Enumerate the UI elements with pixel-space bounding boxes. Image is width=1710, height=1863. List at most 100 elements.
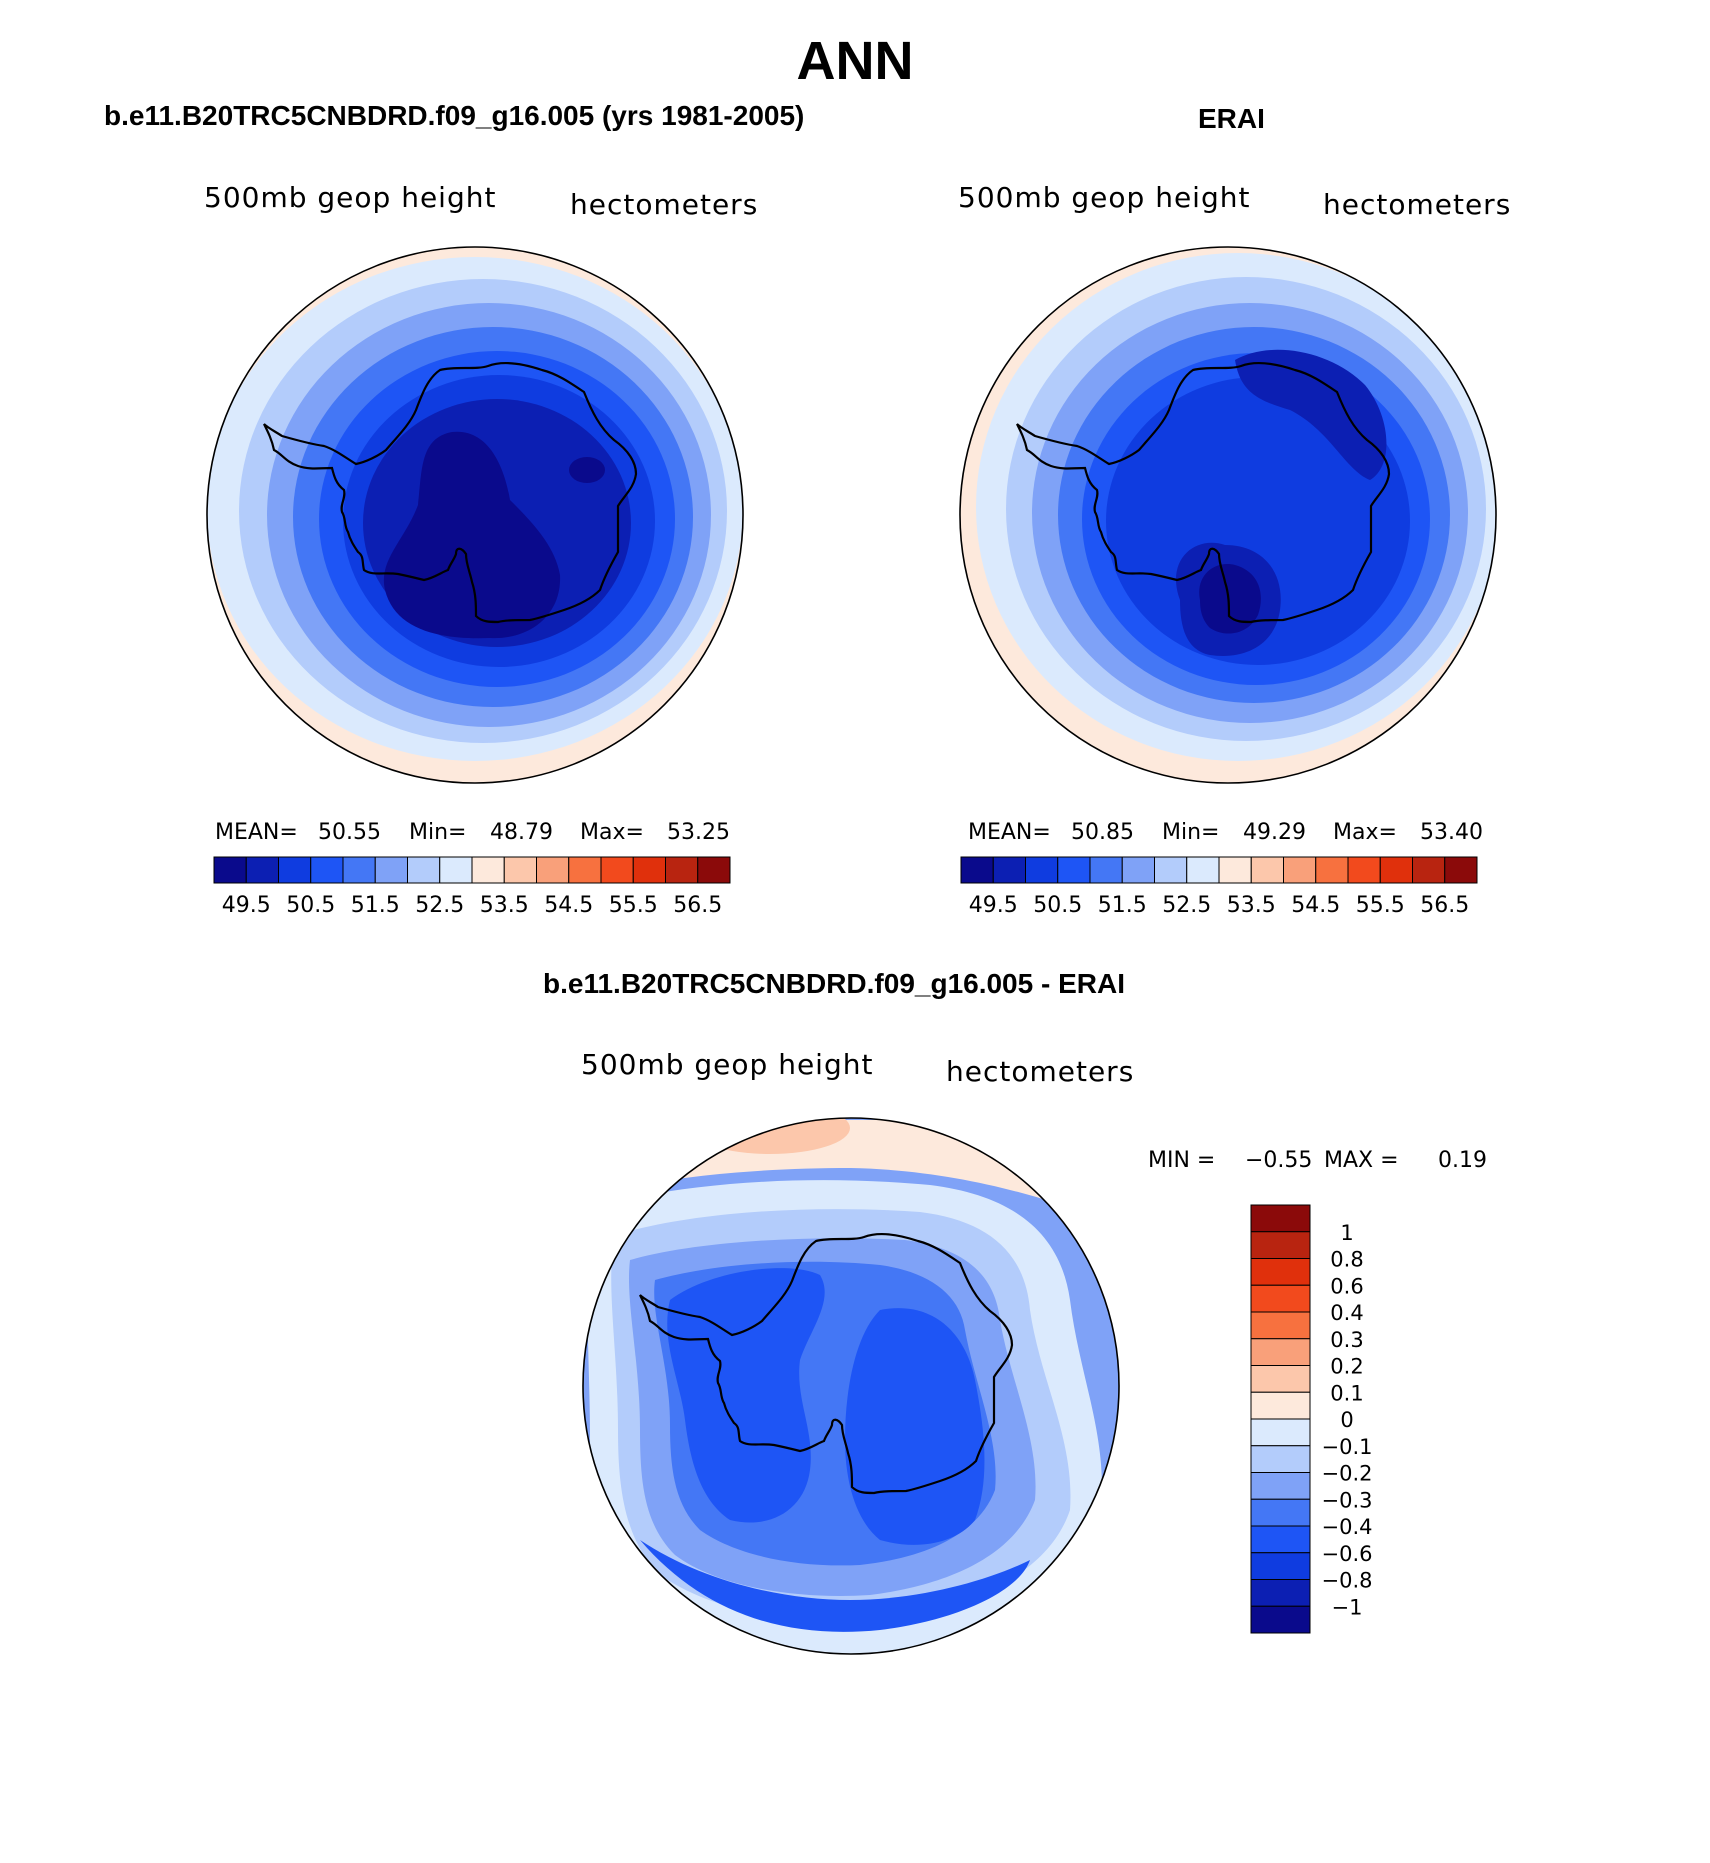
colorbar-swatch xyxy=(600,856,634,884)
variable-label-diff: 500mb geop height xyxy=(581,1048,874,1081)
colorbar-swatch xyxy=(1154,856,1188,884)
contour-fill xyxy=(667,1268,825,1523)
colorbar-tick-label: 0 xyxy=(1340,1408,1353,1432)
colorbar-swatch xyxy=(1250,1311,1311,1340)
stats-min-label-diff: MIN = xyxy=(1148,1148,1216,1173)
stats-min-label-model: Min= xyxy=(409,820,467,845)
colorbar-tick-label: 50.5 xyxy=(1033,893,1082,918)
colorbar-tick-label: −1 xyxy=(1332,1595,1363,1619)
colorbar-swatch xyxy=(960,856,994,884)
colorbar-tick-label: −0.6 xyxy=(1322,1542,1373,1566)
colorbar-swatch xyxy=(310,856,344,884)
map-model xyxy=(207,247,743,783)
colorbar-obs: 49.5 50.5 51.5 52.5 53.5 54.5 55.5 56.5 xyxy=(960,856,1478,918)
colorbar-swatch xyxy=(503,856,537,884)
colorbar-tick-label: 51.5 xyxy=(351,893,400,918)
colorbar-swatch xyxy=(1057,856,1091,884)
colorbar-swatch xyxy=(1412,856,1446,884)
stats-max-label-model: Max= xyxy=(580,820,644,845)
stats-mean-obs: 50.85 xyxy=(1071,820,1134,845)
panel-title-model: b.e11.B20TRC5CNBDRD.f09_g16.005 (yrs 198… xyxy=(104,100,805,131)
colorbar-tick-label: 51.5 xyxy=(1098,893,1147,918)
colorbar-tick-label: 49.5 xyxy=(969,893,1018,918)
colorbar-swatch xyxy=(1250,1231,1311,1259)
colorbar-tick-label: −0.8 xyxy=(1322,1569,1373,1593)
contour-fill xyxy=(845,1308,985,1545)
colorbar-swatch xyxy=(1250,856,1284,884)
colorbar-tick-label: 1 xyxy=(1340,1221,1353,1245)
stats-max-label-obs: Max= xyxy=(1333,820,1397,845)
colorbar-tick-label: 56.5 xyxy=(1420,893,1469,918)
colorbar-swatch xyxy=(471,856,505,884)
colorbar-swatch xyxy=(1250,1498,1311,1527)
colorbar-swatch xyxy=(1250,1284,1311,1313)
colorbar-tick-label: −0.1 xyxy=(1322,1435,1373,1459)
colorbar-swatch xyxy=(1250,1365,1311,1393)
stats-max-label-diff: MAX = xyxy=(1324,1148,1399,1173)
map-border-obs xyxy=(959,246,1497,784)
colorbar-tick-label: −0.4 xyxy=(1322,1515,1373,1539)
stats-min-label-obs: Min= xyxy=(1162,820,1220,845)
colorbar-tick-label: 54.5 xyxy=(1291,893,1340,918)
colorbar-swatch xyxy=(1250,1418,1311,1447)
colorbar-swatch xyxy=(1025,856,1059,884)
colorbar-swatch xyxy=(1218,856,1252,884)
colorbar-swatch xyxy=(342,856,376,884)
stats-mean-model: 50.55 xyxy=(318,820,381,845)
panel-title-obs: ERAI xyxy=(1198,103,1265,134)
colorbar-swatch xyxy=(1250,1552,1311,1580)
colorbar-tick-label: 52.5 xyxy=(1162,893,1211,918)
colorbar-swatch xyxy=(665,856,699,884)
contour-fill xyxy=(1235,349,1387,480)
colorbar-tick-label: 55.5 xyxy=(1356,893,1405,918)
colorbar-swatch xyxy=(697,856,731,884)
colorbar-swatch xyxy=(278,856,312,884)
colorbar-swatch xyxy=(1250,1204,1311,1233)
colorbar-swatch xyxy=(1347,856,1381,884)
colorbar-tick-label: 53.5 xyxy=(480,893,529,918)
colorbar-swatch xyxy=(536,856,570,884)
stats-min-diff: −0.55 xyxy=(1245,1148,1313,1173)
colorbar-swatch xyxy=(1379,856,1413,884)
contour-fill xyxy=(640,1540,1030,1632)
colorbar-tick-label: 56.5 xyxy=(673,893,722,918)
colorbar-swatch xyxy=(1250,1525,1311,1554)
stats-max-obs: 53.40 xyxy=(1420,820,1483,845)
colorbar-tick-label: 54.5 xyxy=(544,893,593,918)
variable-label-obs: 500mb geop height xyxy=(958,181,1251,214)
colorbar-tick-label: 0.3 xyxy=(1330,1328,1363,1352)
colorbar-swatch xyxy=(439,856,473,884)
colorbar-swatch xyxy=(374,856,408,884)
map-border-diff xyxy=(582,1117,1120,1655)
colorbar-tick-label: 55.5 xyxy=(609,893,658,918)
colorbar-tick-label: 53.5 xyxy=(1227,893,1276,918)
colorbar-tick-label: 0.4 xyxy=(1330,1301,1363,1325)
colorbar-tick-label: 0.6 xyxy=(1330,1274,1363,1298)
units-label-diff: hectometers xyxy=(946,1055,1135,1088)
colorbar-swatch xyxy=(1250,1445,1311,1473)
colorbar-swatch xyxy=(1250,1391,1311,1420)
map-obs xyxy=(960,247,1496,783)
colorbar-tick-label: 50.5 xyxy=(286,893,335,918)
units-label-obs: hectometers xyxy=(1323,188,1512,221)
colorbar-swatch xyxy=(1121,856,1155,884)
units-label-model: hectometers xyxy=(570,188,759,221)
colorbar-swatch xyxy=(1186,856,1220,884)
colorbar-tick-label: −0.2 xyxy=(1322,1462,1373,1486)
colorbar-model: 49.5 50.5 51.5 52.5 53.5 54.5 55.5 56.5 xyxy=(213,856,731,918)
main-title: ANN xyxy=(796,31,914,91)
panel-title-diff: b.e11.B20TRC5CNBDRD.f09_g16.005 - ERAI xyxy=(543,968,1125,999)
stats-mean-label-obs: MEAN= xyxy=(968,820,1051,845)
stats-min-obs: 49.29 xyxy=(1243,820,1306,845)
colorbar-tick-label: 0.1 xyxy=(1330,1381,1363,1405)
colorbar-swatch xyxy=(245,856,279,884)
colorbar-diff: 1 0.80.6 0.4 0.3 0.20.1 0 −0.1 −0.2−0.3 −0.4 −0.6… xyxy=(1250,1204,1373,1634)
colorbar-swatch xyxy=(1250,1605,1311,1634)
colorbar-swatch xyxy=(568,856,602,884)
colorbar-swatch xyxy=(407,856,441,884)
colorbar-swatch xyxy=(1089,856,1123,884)
colorbar-swatch xyxy=(1250,1338,1311,1366)
stats-max-diff: 0.19 xyxy=(1438,1148,1487,1173)
colorbar-swatch xyxy=(1250,1472,1311,1500)
